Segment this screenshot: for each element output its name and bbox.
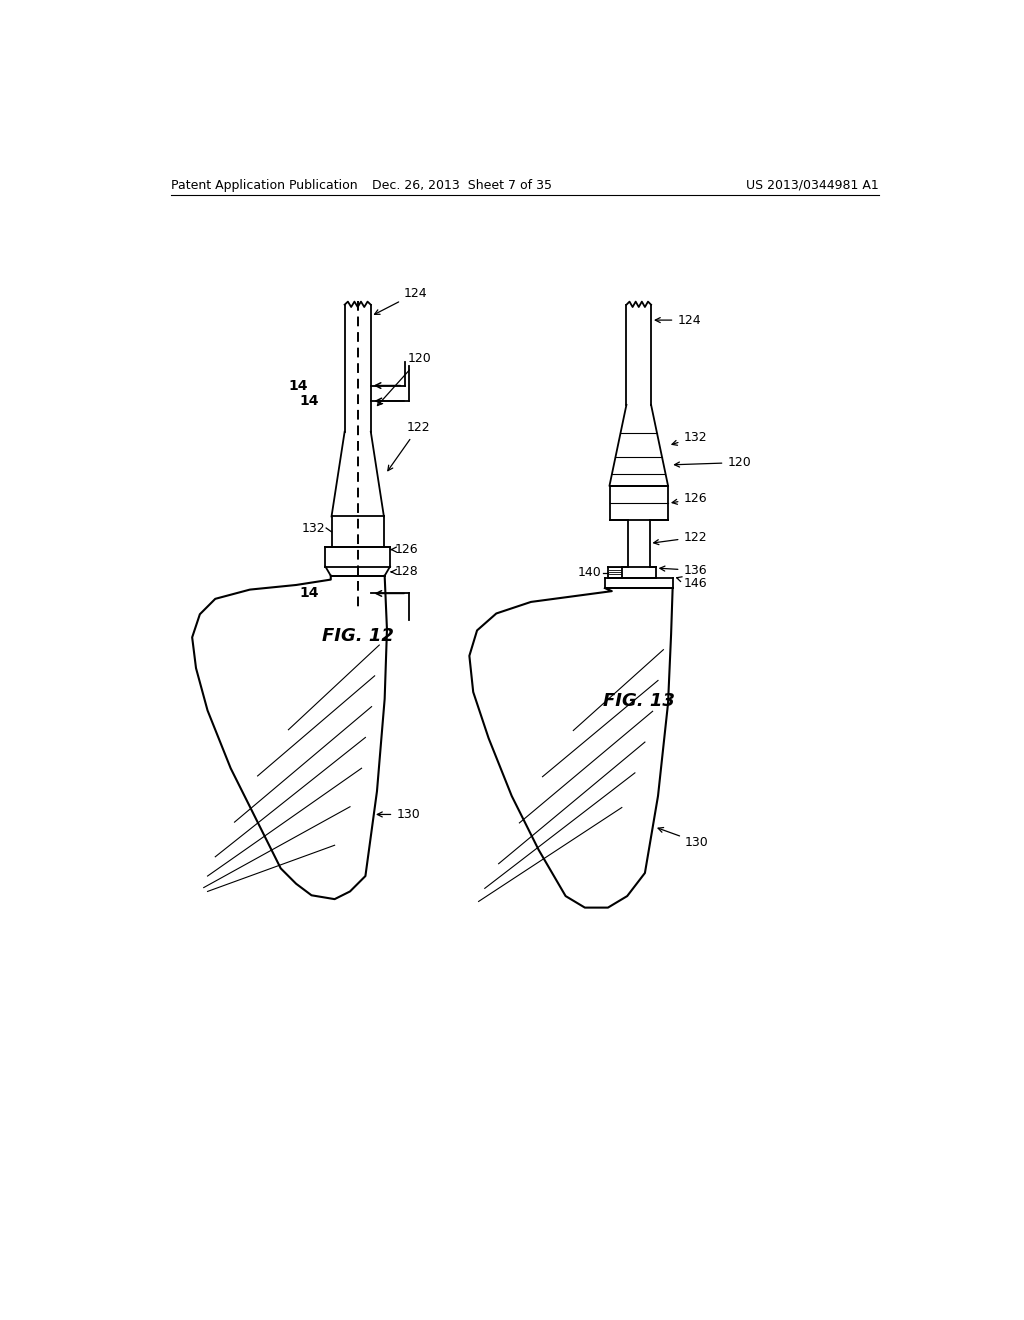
Text: 14: 14: [300, 393, 319, 408]
Text: FIG. 13: FIG. 13: [603, 692, 675, 710]
Text: 126: 126: [391, 543, 418, 556]
Text: 146: 146: [677, 577, 707, 590]
Text: 126: 126: [672, 492, 707, 506]
Text: 122: 122: [653, 531, 707, 545]
Text: US 2013/0344981 A1: US 2013/0344981 A1: [746, 178, 879, 191]
Text: 120: 120: [378, 352, 431, 405]
Text: 132: 132: [672, 430, 707, 445]
Text: 124: 124: [375, 286, 428, 314]
Text: 120: 120: [675, 455, 751, 469]
Text: 122: 122: [388, 421, 430, 471]
Text: 14: 14: [300, 586, 319, 601]
Text: 136: 136: [659, 564, 707, 577]
Text: 130: 130: [658, 828, 709, 849]
Text: 130: 130: [377, 808, 420, 821]
Text: 132: 132: [302, 521, 326, 535]
Text: 128: 128: [391, 565, 419, 578]
Text: Patent Application Publication: Patent Application Publication: [171, 178, 357, 191]
Text: Dec. 26, 2013  Sheet 7 of 35: Dec. 26, 2013 Sheet 7 of 35: [372, 178, 552, 191]
Text: 140: 140: [579, 566, 602, 579]
Text: 124: 124: [655, 314, 700, 326]
Text: FIG. 12: FIG. 12: [322, 627, 393, 644]
Text: 14: 14: [288, 379, 307, 392]
